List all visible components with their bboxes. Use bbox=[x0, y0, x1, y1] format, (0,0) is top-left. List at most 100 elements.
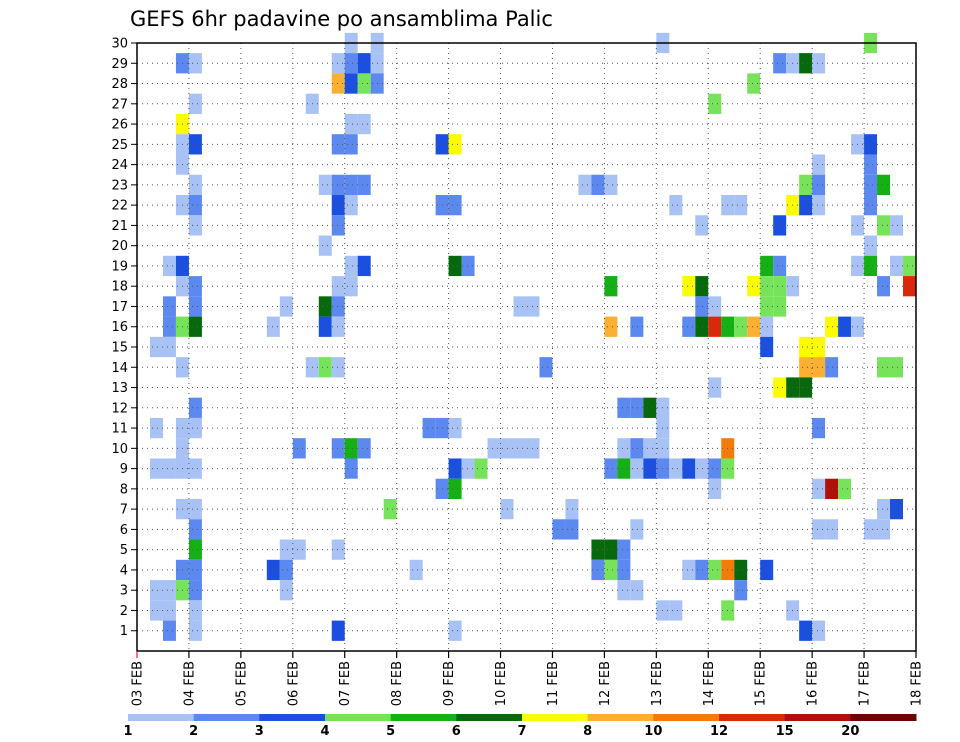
legend-label: 4 bbox=[320, 724, 329, 739]
precip-cell bbox=[903, 276, 916, 297]
precip-cell bbox=[331, 134, 345, 155]
precip-cell bbox=[864, 174, 878, 195]
precip-cell bbox=[838, 478, 852, 499]
precip-cell bbox=[682, 559, 696, 581]
precip-cell bbox=[630, 316, 644, 337]
precip-cell bbox=[279, 539, 293, 560]
heatmap-cells bbox=[149, 32, 916, 641]
legend-swatch bbox=[456, 714, 523, 721]
precip-cell bbox=[903, 255, 916, 277]
precip-cell bbox=[890, 215, 904, 236]
precip-cell bbox=[422, 417, 436, 439]
legend-label: 3 bbox=[255, 724, 264, 739]
precip-cell bbox=[695, 276, 709, 297]
precip-cell bbox=[669, 195, 683, 216]
precip-cell bbox=[760, 559, 774, 581]
legend-swatch bbox=[128, 714, 195, 721]
precip-cell bbox=[864, 255, 878, 277]
y-tick-label: 23 bbox=[111, 178, 128, 193]
precip-cell bbox=[604, 458, 618, 479]
precip-cell bbox=[877, 357, 891, 378]
precip-cell bbox=[695, 215, 709, 236]
precip-cell bbox=[162, 580, 176, 601]
precip-cell bbox=[695, 458, 709, 479]
y-tick-label: 14 bbox=[111, 361, 128, 376]
y-tick-label: 8 bbox=[120, 482, 128, 497]
precip-cell bbox=[864, 519, 878, 540]
precip-cell bbox=[812, 417, 826, 439]
precip-cell bbox=[864, 154, 878, 175]
legend-label: 8 bbox=[583, 724, 592, 739]
x-tick-label: 18 FEB bbox=[910, 661, 925, 706]
colorbar-legend: 1 2 3 4 5 6 7 8 10 12 15 20 bbox=[123, 714, 917, 739]
precip-cell bbox=[773, 215, 787, 236]
precip-cell bbox=[149, 417, 163, 439]
legend-swatch bbox=[784, 714, 851, 721]
precip-cell bbox=[188, 458, 202, 479]
precip-cell bbox=[760, 255, 774, 277]
precip-cell bbox=[162, 458, 176, 479]
precip-cell bbox=[682, 458, 696, 479]
precip-cell bbox=[643, 438, 657, 459]
x-tick-label: 16 FEB bbox=[806, 661, 821, 706]
precip-cell bbox=[812, 53, 826, 74]
x-tick-label: 03 FEB bbox=[131, 661, 146, 706]
precip-cell bbox=[864, 235, 878, 256]
y-tick-label: 24 bbox=[111, 158, 128, 173]
precip-cell bbox=[344, 73, 358, 94]
precip-cell bbox=[708, 316, 722, 337]
precip-cell bbox=[812, 336, 826, 358]
x-tick-label: 11 FEB bbox=[546, 661, 561, 706]
precip-cell bbox=[773, 255, 787, 277]
y-tick-label: 20 bbox=[111, 239, 128, 254]
precip-cell bbox=[266, 316, 280, 337]
precip-cell bbox=[617, 580, 631, 601]
y-tick-label: 15 bbox=[111, 341, 128, 356]
precip-cell bbox=[773, 276, 787, 297]
precip-cell bbox=[604, 559, 618, 581]
precip-cell bbox=[448, 195, 462, 216]
precip-cell bbox=[318, 296, 332, 317]
legend-swatch bbox=[850, 714, 917, 721]
y-tick-label: 19 bbox=[111, 259, 128, 274]
x-tick-label: 10 FEB bbox=[494, 661, 509, 706]
precip-cell bbox=[669, 458, 683, 479]
y-tick-label: 21 bbox=[111, 219, 128, 234]
x-tick-label: 17 FEB bbox=[858, 661, 873, 706]
precip-cell bbox=[747, 316, 761, 337]
legend-label: 6 bbox=[452, 724, 461, 739]
precip-cell bbox=[877, 519, 891, 540]
precip-cell bbox=[734, 580, 748, 601]
precip-cell bbox=[188, 397, 202, 418]
precip-cell bbox=[708, 458, 722, 479]
precip-cell bbox=[331, 195, 345, 216]
precip-cell bbox=[825, 519, 839, 540]
precip-cell bbox=[747, 276, 761, 297]
precip-cell bbox=[344, 195, 358, 216]
precip-cell bbox=[565, 519, 579, 540]
precip-cell bbox=[357, 53, 371, 74]
precip-cell bbox=[357, 73, 371, 94]
precip-cell bbox=[448, 255, 462, 277]
precip-cell bbox=[695, 316, 709, 337]
precip-cell bbox=[448, 458, 462, 479]
precip-cell bbox=[773, 377, 787, 398]
x-tick-label: 06 FEB bbox=[286, 661, 301, 706]
legend-label: 12 bbox=[710, 724, 728, 739]
precip-cell bbox=[864, 195, 878, 216]
precip-cell bbox=[799, 53, 813, 74]
precip-cell bbox=[461, 255, 475, 277]
y-tick-label: 1 bbox=[120, 624, 128, 639]
y-tick-label: 16 bbox=[111, 320, 128, 335]
precip-cell bbox=[188, 600, 202, 621]
x-tick-label: 15 FEB bbox=[754, 661, 769, 706]
precip-cell bbox=[331, 53, 345, 74]
precip-cell bbox=[799, 174, 813, 195]
chart-title: GEFS 6hr padavine po ansamblima Palic bbox=[130, 7, 553, 31]
y-tick-label: 9 bbox=[120, 462, 128, 477]
precip-cell bbox=[812, 519, 826, 540]
precip-cell bbox=[630, 458, 644, 479]
precip-cell bbox=[838, 316, 852, 337]
precip-cell bbox=[877, 276, 891, 297]
legend-swatch bbox=[193, 714, 260, 721]
